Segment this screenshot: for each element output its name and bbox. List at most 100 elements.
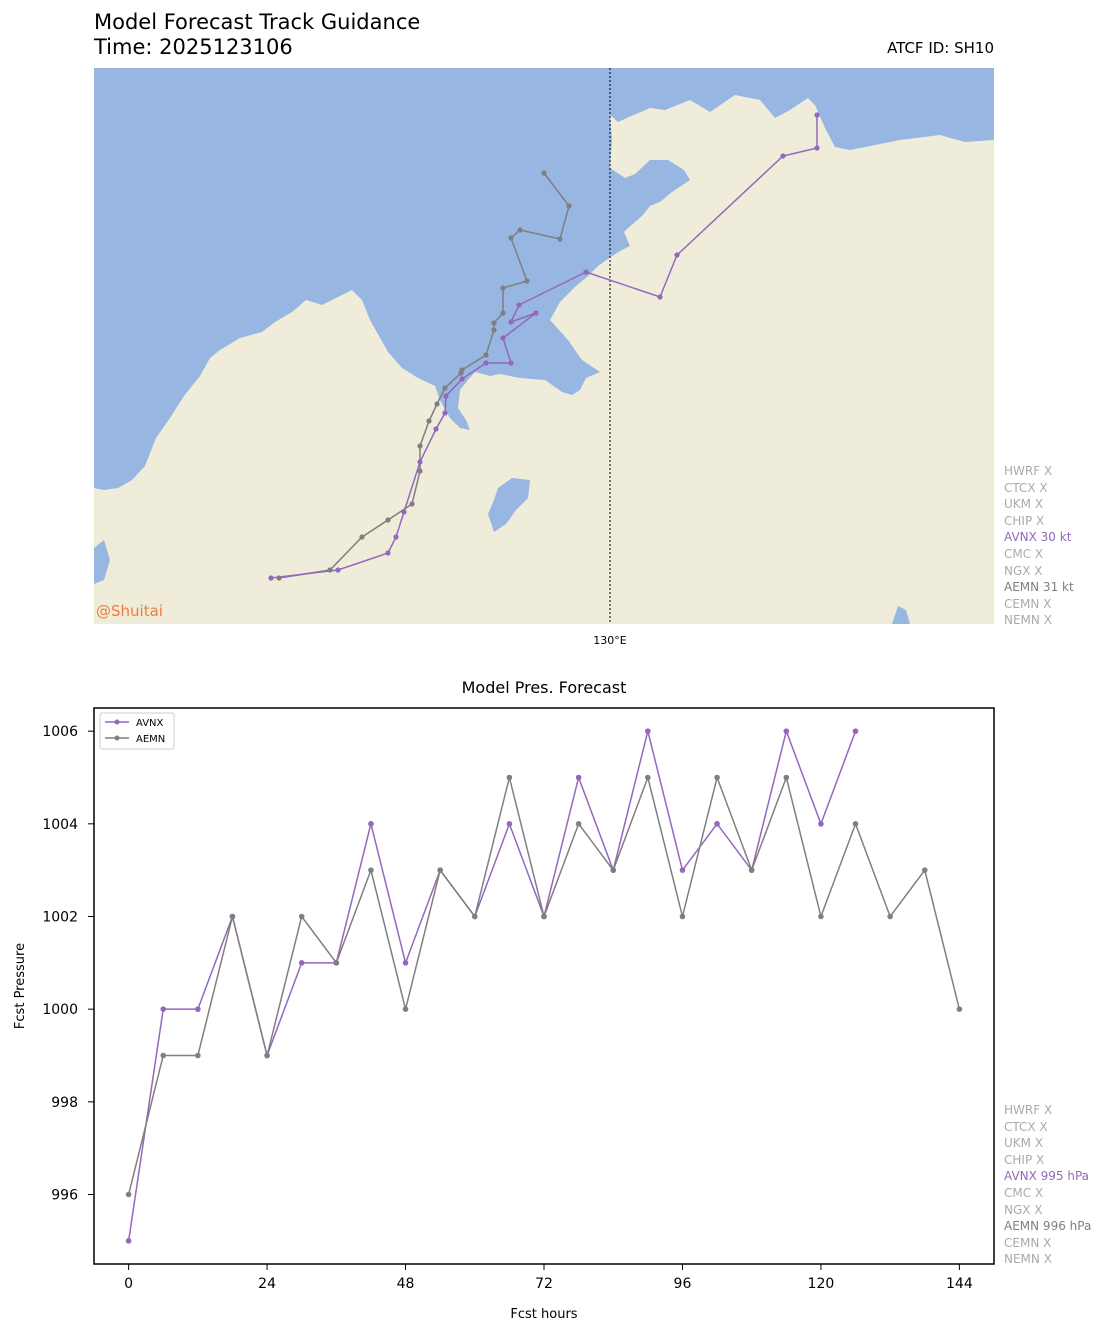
avnx-track-point	[433, 426, 439, 432]
plot-frame	[93, 707, 995, 1265]
avnx-track-point	[385, 550, 391, 556]
avnx-track-point	[335, 567, 341, 573]
avnx-track-point	[780, 153, 786, 159]
aemn-pressure-point	[506, 774, 513, 781]
aemn-pressure-point	[921, 867, 928, 873]
status-item: NGX X	[1004, 1202, 1043, 1217]
aemn-pressure-point	[956, 1006, 963, 1012]
chart-time: Time: 2025123106	[94, 35, 293, 59]
aemn-pressure-point	[437, 867, 443, 873]
aemn-track-point	[491, 327, 497, 333]
status-item: CEMN X	[1004, 1235, 1052, 1250]
x-tick-label: 24	[258, 1276, 276, 1292]
aemn-pressure-point	[541, 913, 547, 920]
aemn-pressure-point	[264, 1052, 270, 1059]
pressure-status-list: HWRF X CTCX X UKM X CHIP X AVNX 995 hPa CMC X…	[1004, 1102, 1091, 1268]
aemn-pressure-point	[783, 774, 790, 781]
avnx-pressure-point	[818, 821, 824, 827]
aemn-pressure-line	[127, 774, 961, 1195]
legend-label: AVNX	[136, 718, 164, 729]
y-axis-label: Fcst Pressure	[13, 943, 28, 1029]
coast-water	[94, 540, 110, 584]
avnx-pressure-point	[402, 960, 409, 966]
chart-title: Model Forecast Track Guidance	[94, 10, 421, 34]
aemn-pressure-point	[160, 1052, 167, 1059]
avnx-track-point	[583, 269, 589, 275]
x-tick-label: 72	[535, 1276, 553, 1292]
aemn-track-point	[417, 443, 423, 449]
status-item: AEMN 31 kt	[1004, 580, 1074, 595]
avnx-pressure-point	[783, 728, 790, 734]
aemn-track-point	[557, 236, 563, 242]
y-tick-label: 998	[51, 1095, 78, 1111]
aemn-track-point	[385, 517, 391, 523]
status-item: CMC X	[1004, 546, 1044, 561]
aemn-pressure-point	[298, 913, 305, 920]
aemn-pressure-point	[714, 774, 720, 781]
aemn-track-point	[524, 278, 530, 284]
aemn-pressure-point	[610, 867, 617, 873]
avnx-pressure-point	[298, 960, 305, 966]
watermark: @Shuitai	[96, 602, 163, 620]
avnx-track-point	[442, 410, 448, 416]
avnx-track-point	[508, 360, 514, 366]
legend: AVNX AEMN	[99, 712, 175, 750]
aemn-track-point	[417, 468, 423, 474]
aemn-pressure-point	[679, 913, 686, 920]
avnx-track-point	[508, 319, 514, 325]
status-item: HWRF X	[1004, 464, 1053, 478]
aemn-track-point	[434, 401, 440, 407]
avnx-track-point	[483, 360, 489, 366]
status-item: UKM X	[1004, 1136, 1044, 1151]
avnx-pressure-point	[195, 1006, 201, 1012]
coast-water	[892, 606, 910, 624]
aemn-track-point	[442, 385, 448, 391]
aemn-track-point	[458, 370, 464, 376]
avnx-pressure-point	[645, 728, 651, 734]
x-tick-label: 120	[808, 1276, 835, 1292]
x-tick-label: 144	[946, 1276, 973, 1292]
avnx-track-point	[674, 252, 680, 258]
track-status-list: HWRF X CTCX X UKM X CHIP X AVNX 30 kt CMC X NG…	[1004, 463, 1074, 629]
status-item: CTCX X	[1004, 480, 1048, 495]
y-tick-label: 1004	[42, 817, 78, 833]
status-item: NEMN X	[1004, 613, 1052, 628]
legend-marker	[114, 719, 120, 725]
x-tick-label: 48	[397, 1276, 415, 1292]
avnx-pressure-point	[125, 1238, 132, 1244]
avnx-pressure-point	[679, 867, 686, 873]
avnx-pressure-point	[368, 821, 374, 827]
avnx-track-point	[814, 145, 820, 151]
x-tick-label: 96	[674, 1276, 692, 1292]
aemn-track-point	[517, 227, 523, 233]
avnx-track-point	[393, 534, 399, 540]
pressure-chart-title: Model Pres. Forecast	[462, 678, 627, 697]
track-points	[268, 112, 820, 581]
atcf-id: ATCF ID: SH10	[887, 39, 994, 57]
aemn-pressure-point	[471, 913, 478, 920]
status-item: AEMN 996 hPa	[1004, 1219, 1092, 1234]
avnx-track-point	[533, 310, 539, 316]
status-item: NEMN X	[1004, 1252, 1052, 1267]
avnx-pressure-point	[506, 821, 513, 827]
aemn-track-point	[483, 352, 489, 358]
meridian-label: 130°E	[593, 634, 626, 647]
avnx-pressure-line	[127, 728, 857, 1241]
status-item: CEMN X	[1004, 596, 1052, 611]
aemn-track-point	[541, 170, 547, 176]
status-item: NGX X	[1004, 563, 1043, 578]
status-item: CMC X	[1004, 1185, 1044, 1200]
y-tick-label: 1002	[42, 910, 78, 926]
lake	[488, 478, 530, 532]
y-tick-label: 996	[51, 1188, 78, 1204]
pressure-axes: Model Pres. Forecast Fcst hours Fcst Press…	[13, 678, 995, 1322]
status-item: CHIP X	[1004, 513, 1045, 528]
aemn-track-point	[327, 567, 333, 573]
aemn-pressure-point	[852, 821, 859, 827]
avnx-track-point	[268, 575, 274, 581]
aemn-track-point	[359, 534, 365, 540]
aemn-track-point	[508, 235, 514, 241]
aemn-pressure-point	[887, 913, 893, 920]
aemn-pressure-point	[402, 1006, 409, 1012]
